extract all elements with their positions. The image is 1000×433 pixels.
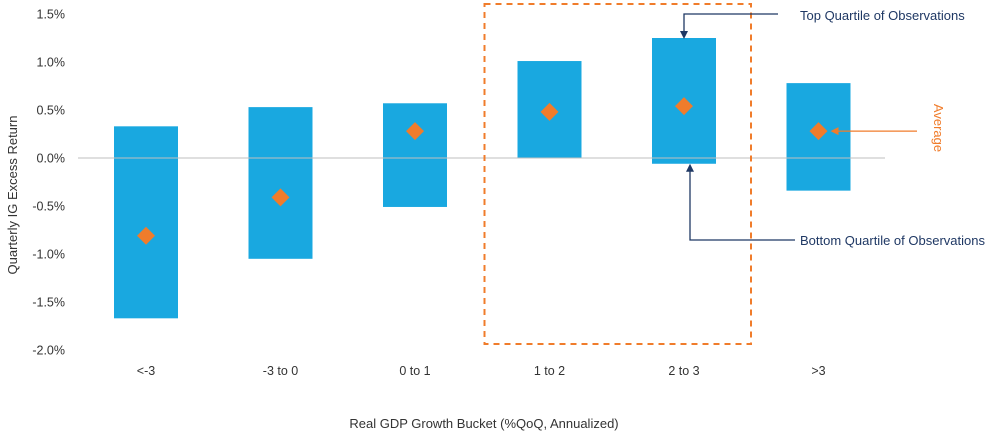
average-marker [540,102,559,121]
y-tick-label: 1.0% [37,56,66,70]
average-marker [271,188,290,207]
x-tick-label: <-3 [137,364,155,378]
average-marker [675,97,693,116]
x-tick-label: -3 to 0 [263,364,298,378]
bottom-quartile-leader [686,163,795,241]
y-axis-title: Quarterly IG Excess Return [5,116,20,275]
x-axis: <-3 -3 to 0 0 to 1 1 to 2 2 to 3 >3 [137,364,826,378]
quartile-range-bar [383,103,447,207]
quartile-range-bar [114,126,178,319]
y-tick-label: -0.5% [32,200,65,214]
markers-layer [137,97,828,245]
bars-layer [114,38,851,319]
quartile-range-bar [248,107,313,259]
average-label: Average [931,104,946,152]
x-tick-label: >3 [811,364,825,378]
y-tick-label: 0.5% [37,104,66,118]
y-tick-label: -1.0% [32,248,65,262]
top-quartile-leader [680,13,778,39]
y-tick-label: 1.5% [37,8,66,22]
bottom-quartile-label: Bottom Quartile of Observations [800,233,985,248]
y-tick-label: -2.0% [32,344,65,358]
x-tick-label: 2 to 3 [668,364,699,378]
top-quartile-label: Top Quartile of Observations [800,8,965,23]
average-marker [809,122,828,141]
y-tick-label: 0.0% [37,152,66,166]
y-tick-label: -1.5% [32,296,65,310]
average-marker [137,226,155,245]
x-tick-label: 1 to 2 [534,364,565,378]
x-axis-title: Real GDP Growth Bucket (%QoQ, Annualized… [349,416,618,431]
x-tick-label: 0 to 1 [399,364,430,378]
highlight-box [483,3,752,345]
annotations-layer: Top Quartile of Observations Bottom Quart… [483,3,985,345]
y-axis: 1.5% 1.0% 0.5% 0.0% -0.5% -1.0% -1.5% -2.0% [32,8,65,358]
average-marker [406,122,424,141]
